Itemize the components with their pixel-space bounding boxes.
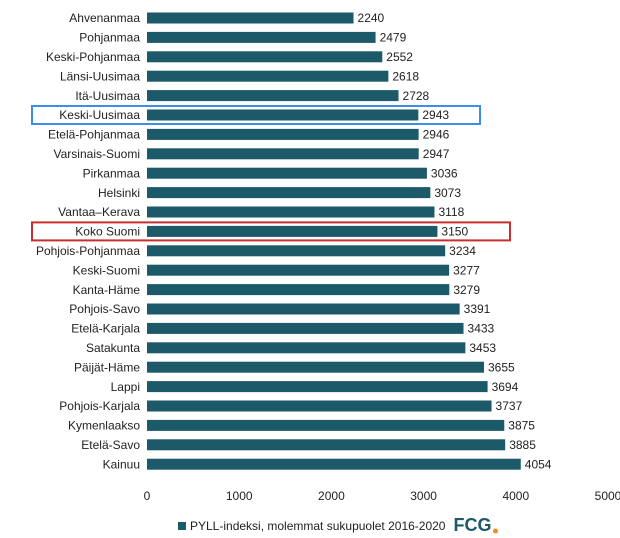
- value-label: 3036: [431, 166, 458, 180]
- value-label: 2943: [422, 108, 449, 122]
- x-tick-label: 2000: [318, 489, 345, 503]
- value-label: 3453: [469, 341, 496, 355]
- bar: [147, 361, 484, 373]
- y-tick-label: Ahvenanmaa: [69, 11, 140, 25]
- value-label: 3875: [508, 419, 535, 433]
- bar: [147, 187, 431, 199]
- value-label: 2618: [392, 69, 419, 83]
- value-label: 2947: [423, 147, 450, 161]
- bar: [147, 284, 450, 296]
- y-tick-label: Länsi-Uusimaa: [60, 69, 140, 83]
- bar: [147, 128, 419, 140]
- highlight-box: [31, 221, 511, 242]
- x-tick-label: 1000: [226, 489, 253, 503]
- value-label: 2240: [358, 11, 385, 25]
- y-tick-label: Kanta-Häme: [73, 283, 141, 297]
- value-label: 3737: [496, 399, 523, 413]
- bar: [147, 109, 419, 121]
- bar: [147, 167, 427, 179]
- value-label: 3391: [464, 302, 491, 316]
- x-tick-label: 5000: [595, 489, 620, 503]
- logo-dot: [492, 528, 498, 534]
- value-label: 3279: [453, 283, 480, 297]
- bar: [147, 381, 488, 393]
- y-tick-label: Keski-Pohjanmaa: [46, 50, 140, 64]
- y-tick-label: Satakunta: [86, 341, 140, 355]
- bar: [147, 148, 419, 160]
- y-tick-label: Pohjanmaa: [79, 31, 140, 45]
- bar: [147, 70, 389, 82]
- bar: [147, 90, 399, 102]
- logo: FCG: [453, 515, 491, 535]
- y-tick-label: Kymenlaakso: [68, 419, 140, 433]
- highlight-box: [31, 105, 481, 125]
- bar: [147, 225, 438, 237]
- bar: [147, 245, 446, 257]
- value-label: 3118: [438, 205, 464, 219]
- value-label: 2479: [380, 31, 407, 45]
- y-tick-label: Päijät-Häme: [74, 360, 140, 374]
- value-label: 2728: [403, 89, 430, 103]
- y-tick-label: Etelä-Karjala: [71, 322, 140, 336]
- bar: [147, 264, 450, 276]
- y-tick-label: Itä-Uusimaa: [75, 89, 140, 103]
- legend-label: PYLL-indeksi, molemmat sukupuolet 2016-2…: [190, 519, 446, 533]
- value-label: 4054: [525, 457, 552, 471]
- value-label: 3073: [434, 186, 461, 200]
- bar: [147, 206, 435, 218]
- bar: [147, 12, 354, 24]
- bar: [147, 419, 505, 431]
- y-tick-label: Etelä-Pohjanmaa: [48, 128, 140, 142]
- y-tick-label: Pohjois-Karjala: [59, 399, 140, 413]
- bar: [147, 322, 464, 334]
- y-tick-label: Vantaa–Kerava: [58, 205, 140, 219]
- y-tick-label: Etelä-Savo: [81, 438, 140, 452]
- y-tick-label: Koko Suomi: [75, 225, 140, 239]
- bar: [147, 31, 376, 43]
- value-label: 2946: [423, 128, 450, 142]
- y-tick-label: Helsinki: [98, 186, 140, 200]
- legend-swatch: [178, 522, 186, 530]
- value-label: 3694: [492, 380, 519, 394]
- x-tick-label: 0: [144, 489, 151, 503]
- value-label: 3885: [509, 438, 536, 452]
- y-tick-label: Lappi: [111, 380, 140, 394]
- bar: [147, 51, 383, 63]
- y-tick-label: Keski-Suomi: [73, 263, 140, 277]
- y-tick-label: Pohjois-Pohjanmaa: [36, 244, 140, 258]
- value-label: 2552: [386, 50, 413, 64]
- value-label: 3234: [449, 244, 476, 258]
- value-label: 3150: [441, 225, 468, 239]
- y-tick-label: Keski-Uusimaa: [59, 108, 140, 122]
- y-tick-label: Pirkanmaa: [83, 166, 141, 180]
- value-label: 3655: [488, 360, 515, 374]
- value-label: 3277: [453, 263, 480, 277]
- x-tick-label: 3000: [410, 489, 437, 503]
- y-tick-label: Pohjois-Savo: [69, 302, 140, 316]
- bar: [147, 342, 466, 354]
- bar: [147, 400, 492, 412]
- y-tick-label: Kainuu: [103, 457, 140, 471]
- value-label: 3433: [468, 322, 495, 336]
- y-tick-label: Varsinais-Suomi: [54, 147, 140, 161]
- x-tick-label: 4000: [502, 489, 529, 503]
- bar: [147, 303, 460, 315]
- bar: [147, 458, 521, 470]
- bar: [147, 439, 506, 451]
